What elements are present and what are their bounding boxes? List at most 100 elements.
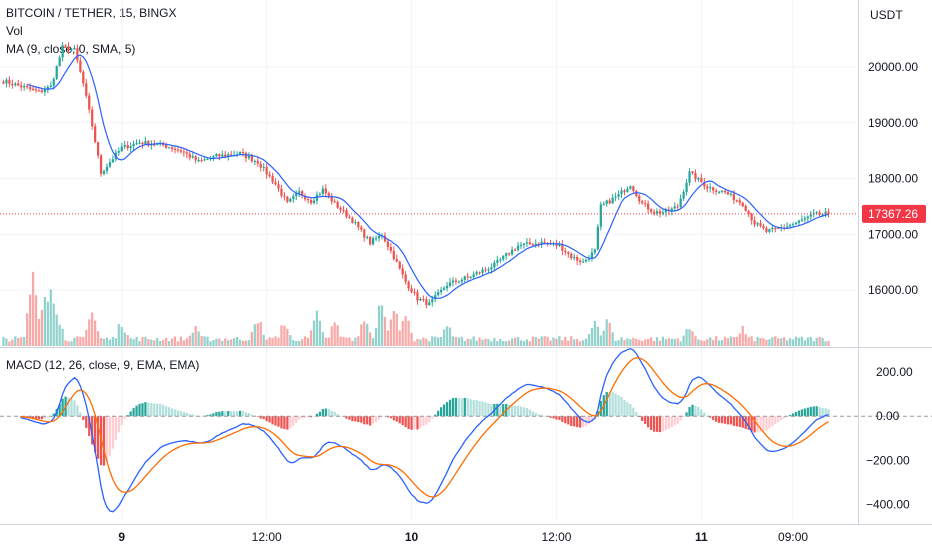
volume-bar xyxy=(191,332,194,346)
candle-body xyxy=(620,190,623,195)
macd-histogram-bar xyxy=(108,416,112,456)
volume-bar xyxy=(369,332,372,346)
volume-bar xyxy=(120,326,123,346)
macd-histogram-bar xyxy=(587,416,591,425)
candle-body xyxy=(82,71,85,84)
candle-body xyxy=(555,243,558,246)
volume-bar xyxy=(732,337,736,346)
candle-body xyxy=(67,46,70,51)
candle-body xyxy=(768,229,771,232)
volume-bar xyxy=(91,312,94,346)
macd-histogram-bar xyxy=(94,416,97,453)
candle-body xyxy=(670,208,673,212)
macd-histogram-bar xyxy=(573,416,576,427)
candle-body xyxy=(617,194,620,197)
candle-body xyxy=(632,186,635,192)
macd-histogram-bar xyxy=(771,416,774,427)
macd-histogram-bar xyxy=(794,412,798,417)
macd-histogram-bar xyxy=(159,403,162,417)
candle-body xyxy=(52,78,55,86)
macd-histogram-bar xyxy=(629,404,632,417)
macd-histogram-bar xyxy=(327,408,330,417)
macd-tick-label: 200.00 xyxy=(876,365,913,379)
macd-histogram-bar xyxy=(230,411,233,417)
macd-histogram-bar xyxy=(454,397,458,417)
candle-body xyxy=(499,259,502,261)
volume-bar xyxy=(581,340,585,346)
candle-body xyxy=(437,292,440,296)
volume-bar xyxy=(576,338,579,346)
macd-histogram-bar xyxy=(555,416,558,420)
macd-histogram-bar xyxy=(623,399,626,417)
candle-body xyxy=(70,49,73,51)
candle-body xyxy=(750,213,753,221)
volume-bar xyxy=(94,320,97,346)
candle-body xyxy=(809,214,812,217)
candle-body xyxy=(395,258,398,262)
volume-bar xyxy=(626,338,629,346)
macd-histogram-bar xyxy=(413,416,416,430)
volume-bar xyxy=(670,338,673,346)
volume-bar xyxy=(221,340,224,346)
candle-body xyxy=(203,159,206,161)
volume-bar xyxy=(641,340,644,346)
volume-bar xyxy=(188,335,191,346)
macd-histogram-bar xyxy=(360,416,363,423)
macd-histogram-bar xyxy=(797,410,801,417)
candle-body xyxy=(333,201,336,203)
candle-body xyxy=(91,109,94,127)
macd-histogram-bar xyxy=(162,404,165,417)
volume-bar xyxy=(791,339,795,346)
signal-line xyxy=(21,357,829,498)
macd-histogram-bar xyxy=(806,407,809,417)
volume-bar xyxy=(200,335,203,346)
candle-body xyxy=(247,156,251,159)
volume-bar xyxy=(762,338,765,346)
candle-body xyxy=(493,262,496,268)
candle-body xyxy=(369,237,372,245)
candle-body xyxy=(88,95,91,110)
candle-body xyxy=(777,227,780,229)
macd-histogram-bar xyxy=(144,402,147,417)
volume-bar xyxy=(537,338,540,346)
candle-body xyxy=(463,276,466,280)
volume-bar xyxy=(422,337,425,346)
volume-bar xyxy=(487,339,490,346)
grid-lines xyxy=(0,0,858,520)
macd-histogram-bar xyxy=(635,412,638,417)
macd-histogram-bar xyxy=(259,416,262,419)
volume-bar xyxy=(374,328,378,346)
volume-bar xyxy=(327,337,330,346)
candle-body xyxy=(664,209,668,213)
candle-body xyxy=(788,225,792,227)
macd-histogram-bar xyxy=(369,416,372,426)
candle-body xyxy=(756,223,759,225)
macd-histogram-bar xyxy=(312,416,316,417)
macd-histogram-bar xyxy=(200,416,203,417)
macd-histogram-bar xyxy=(703,412,706,417)
volume-bar xyxy=(499,339,502,346)
volume-bar xyxy=(679,341,682,346)
macd-histogram-bar xyxy=(552,416,555,419)
macd-histogram-bar xyxy=(543,415,546,417)
volume-bar xyxy=(729,336,733,346)
volume-bar xyxy=(49,289,52,346)
candle-body xyxy=(404,274,407,282)
macd-histogram-bar xyxy=(235,411,239,417)
candle-body xyxy=(206,158,209,160)
candle-body xyxy=(377,235,381,239)
macd-histogram-bar xyxy=(469,399,472,417)
volume-bar xyxy=(309,330,313,346)
candle-body xyxy=(383,235,387,242)
candle-body xyxy=(510,249,514,255)
macd-histogram-bar xyxy=(679,416,682,421)
macd-histogram-bar xyxy=(301,416,304,419)
macd-histogram-bar xyxy=(345,416,348,419)
macd-histogram-bar xyxy=(644,416,647,424)
volume-bar xyxy=(567,340,570,346)
candle-body xyxy=(324,188,327,194)
volume-bar xyxy=(428,341,431,346)
volume-bar xyxy=(821,337,824,346)
macd-histogram-bar xyxy=(499,404,502,417)
